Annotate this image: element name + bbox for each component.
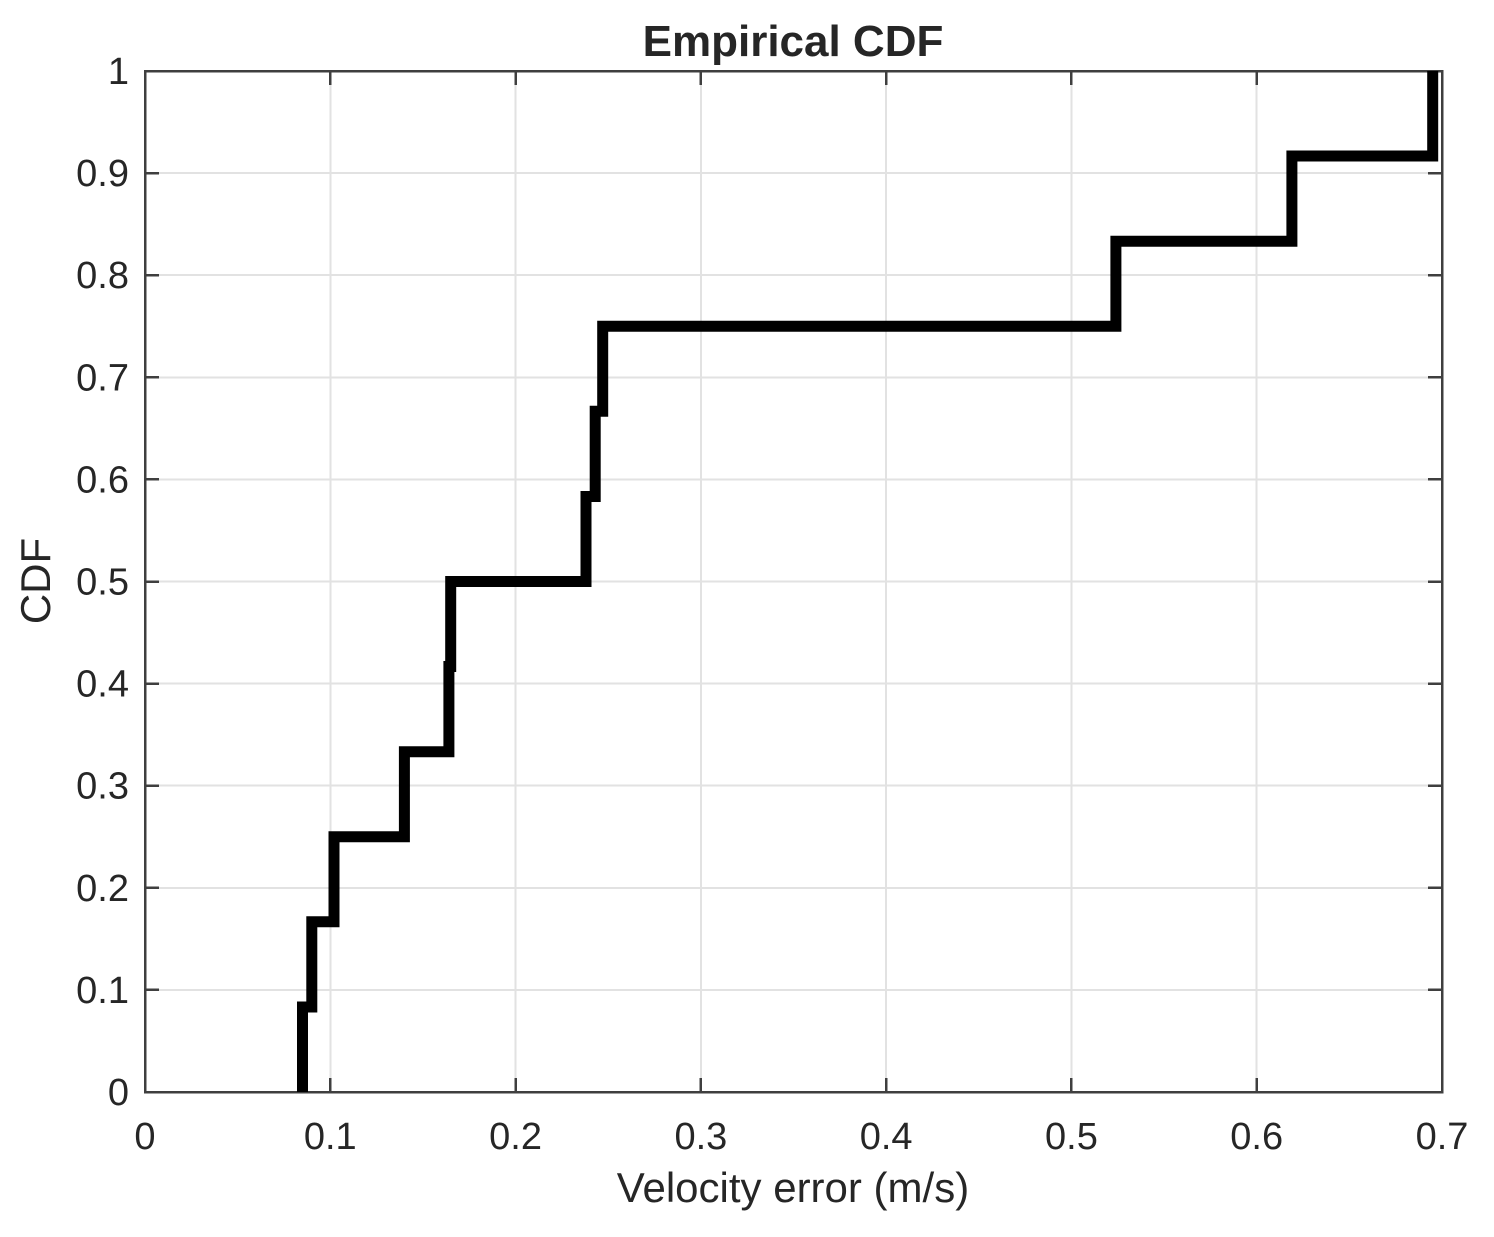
- y-tick-label: 0: [108, 1072, 129, 1114]
- x-axis-label: Velocity error (m/s): [617, 1164, 969, 1211]
- y-tick-label: 0.8: [76, 255, 129, 297]
- y-tick-label: 1: [108, 51, 129, 93]
- y-tick-label: 0.6: [76, 459, 129, 501]
- chart-title: Empirical CDF: [643, 17, 944, 66]
- y-tick-label: 0.4: [76, 664, 129, 706]
- y-tick-label: 0.7: [76, 357, 129, 399]
- x-tick-label: 0.3: [674, 1116, 727, 1158]
- x-tick-label: 0.6: [1230, 1116, 1283, 1158]
- plot-border: [143, 69, 1444, 1094]
- x-tick-label: 0.4: [860, 1116, 913, 1158]
- x-tick-labels: 0 0.1 0.2 0.3 0.4 0.5 0.6 0.7: [134, 1116, 1468, 1158]
- y-tick-label: 0.9: [76, 153, 129, 195]
- x-tick-label: 0.2: [489, 1116, 542, 1158]
- gridlines: [145, 71, 1442, 1092]
- x-tick-label: 0: [134, 1116, 155, 1158]
- y-axis-label: CDF: [12, 538, 59, 624]
- axis-ticks: [143, 69, 1444, 1094]
- x-tick-label: 0.5: [1045, 1116, 1098, 1158]
- y-tick-labels: 0 0.1 0.2 0.3 0.4 0.5 0.6 0.7 0.8 0.9 1: [76, 51, 129, 1114]
- y-tick-label: 0.1: [76, 970, 129, 1012]
- y-tick-label: 0.3: [76, 766, 129, 808]
- y-tick-label: 0.2: [76, 868, 129, 910]
- cdf-step-line: [297, 71, 1439, 1092]
- x-tick-label: 0.7: [1416, 1116, 1469, 1158]
- x-tick-label: 0.1: [304, 1116, 357, 1158]
- y-tick-label: 0.5: [76, 562, 129, 604]
